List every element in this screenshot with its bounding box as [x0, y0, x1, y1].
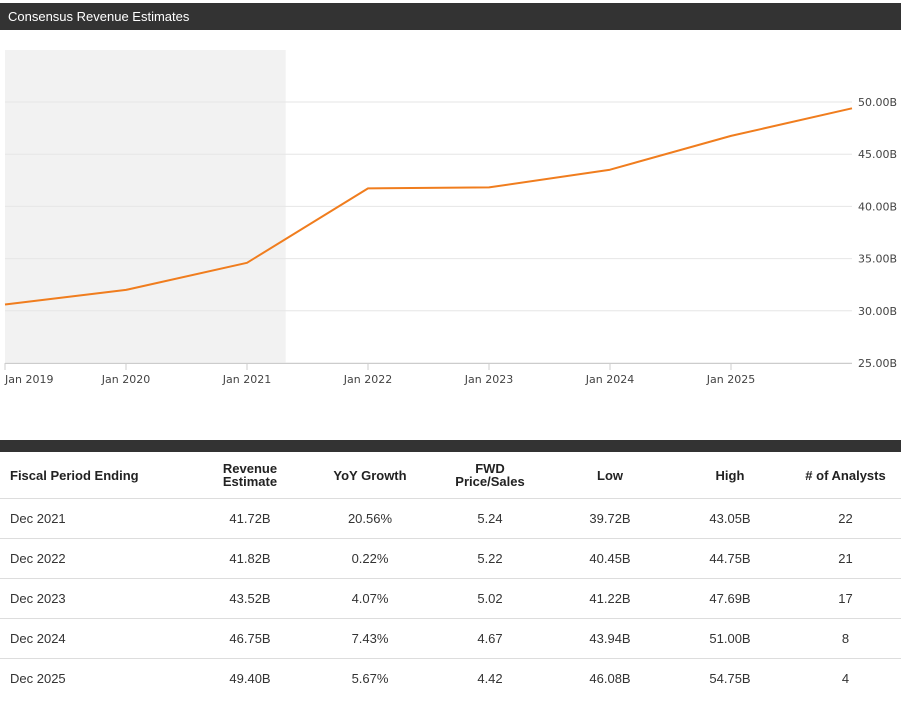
- cell-revenue-estimate: 41.72B: [190, 498, 310, 539]
- revenue-series-line: [4, 107, 853, 306]
- cell-low: 46.08B: [589, 671, 631, 686]
- cell-fiscal-period: Dec 2021: [0, 498, 190, 539]
- col-header-fiscal-period: Fiscal Period Ending: [0, 452, 190, 499]
- cell-revenue-estimate: 43.52B: [190, 578, 310, 619]
- table-row: Dec 2023 43.52B 4.07% 5.02 41.22B 47.69B…: [0, 578, 901, 619]
- cell-analysts: 17: [790, 578, 901, 619]
- revenue-line-chart: 25.00B 30.00B 35.00B 40.00B 45.00B 50.00B Jan …: [4, 50, 897, 386]
- cell-yoy-growth: 4.07%: [310, 578, 430, 619]
- cell-fwd-price-sales: 5.22: [430, 538, 550, 579]
- cell-revenue-estimate: 46.75B: [190, 618, 310, 659]
- cell-analysts: 4: [841, 671, 850, 686]
- table-row: Dec 2024 46.75B 7.43% 4.67 43.94B 51.00B…: [0, 618, 901, 659]
- chart-title-bar: Consensus Revenue Estimates: [0, 3, 901, 30]
- y-tick-label: 50.00B: [858, 96, 897, 109]
- cell-yoy-growth: 20.56%: [310, 498, 430, 539]
- cell-high: 51.00B: [670, 618, 790, 659]
- cell-high: 44.75B: [670, 538, 790, 579]
- cell-analysts: 21: [790, 538, 901, 579]
- table-header-row: Fiscal Period Ending Revenue Estimate Yo…: [0, 452, 901, 499]
- col-header-high: High: [670, 452, 790, 499]
- x-tick-label: Jan 2019: [4, 373, 53, 386]
- cell-high: 47.69B: [670, 578, 790, 619]
- col-header-analysts: # of Analysts: [790, 452, 901, 499]
- table-row: Dec 2022 41.82B 0.22% 5.22 40.45B 44.75B…: [0, 538, 901, 579]
- table-row: Dec 2021 41.72B 20.56% 5.24 39.72B 43.05…: [0, 498, 901, 539]
- cell-high: 43.05B: [670, 498, 790, 539]
- x-tick-label: Jan 2025: [706, 373, 755, 386]
- cell-fiscal-period: Dec 2022: [0, 538, 190, 579]
- cell-fiscal-period: Dec 2023: [0, 578, 190, 619]
- chart-title: Consensus Revenue Estimates: [8, 9, 190, 24]
- cell-analysts: 8: [790, 618, 901, 659]
- cell-low: 39.72B: [550, 498, 670, 539]
- y-tick-label: 40.00B: [858, 200, 897, 213]
- x-tick-label: Jan 2022: [343, 373, 392, 386]
- cell-revenue-estimate: 49.40B: [229, 671, 271, 686]
- cell-low: 41.22B: [550, 578, 670, 619]
- cell-revenue-estimate: 41.82B: [190, 538, 310, 579]
- cell-fiscal-period: Dec 2024: [0, 618, 190, 659]
- cell-yoy-growth: 7.43%: [310, 618, 430, 659]
- estimates-table: Fiscal Period Ending Revenue Estimate Yo…: [0, 452, 901, 698]
- col-header-low: Low: [550, 452, 670, 499]
- cell-fwd-price-sales: 5.24: [430, 498, 550, 539]
- x-tick-label: Jan 2020: [101, 373, 150, 386]
- cell-low: 43.94B: [550, 618, 670, 659]
- x-tick-label: Jan 2023: [464, 373, 513, 386]
- y-tick-label: 35.00B: [858, 253, 897, 266]
- cell-high: 54.75B: [709, 671, 751, 686]
- cell-analysts: 22: [790, 498, 901, 539]
- cell-yoy-growth: 0.22%: [310, 538, 430, 579]
- y-tick-label: 25.00B: [858, 357, 897, 370]
- col-header-yoy-growth: YoY Growth: [310, 452, 430, 499]
- table-header-bar: [0, 440, 901, 452]
- cell-yoy-growth: 5.67%: [351, 671, 389, 686]
- cell-low: 40.45B: [550, 538, 670, 579]
- col-header-fwd-price-sales: FWD Price/Sales: [430, 452, 550, 499]
- cell-fwd-price-sales: 4.67: [430, 618, 550, 659]
- x-tick-label: Jan 2024: [585, 373, 634, 386]
- x-tick-label: Jan 2021: [222, 373, 271, 386]
- cell-fwd-price-sales: 4.42: [477, 671, 503, 686]
- y-tick-label: 30.00B: [858, 305, 897, 318]
- cell-fwd-price-sales: 5.02: [430, 578, 550, 619]
- y-tick-label: 45.00B: [858, 148, 897, 161]
- table-row: Dec 2025 49.40B 5.67% 4.42 46.08B 54.75B…: [0, 659, 901, 699]
- cell-fiscal-period: Dec 2025: [10, 671, 66, 686]
- col-header-revenue-estimate: Revenue Estimate: [190, 452, 310, 499]
